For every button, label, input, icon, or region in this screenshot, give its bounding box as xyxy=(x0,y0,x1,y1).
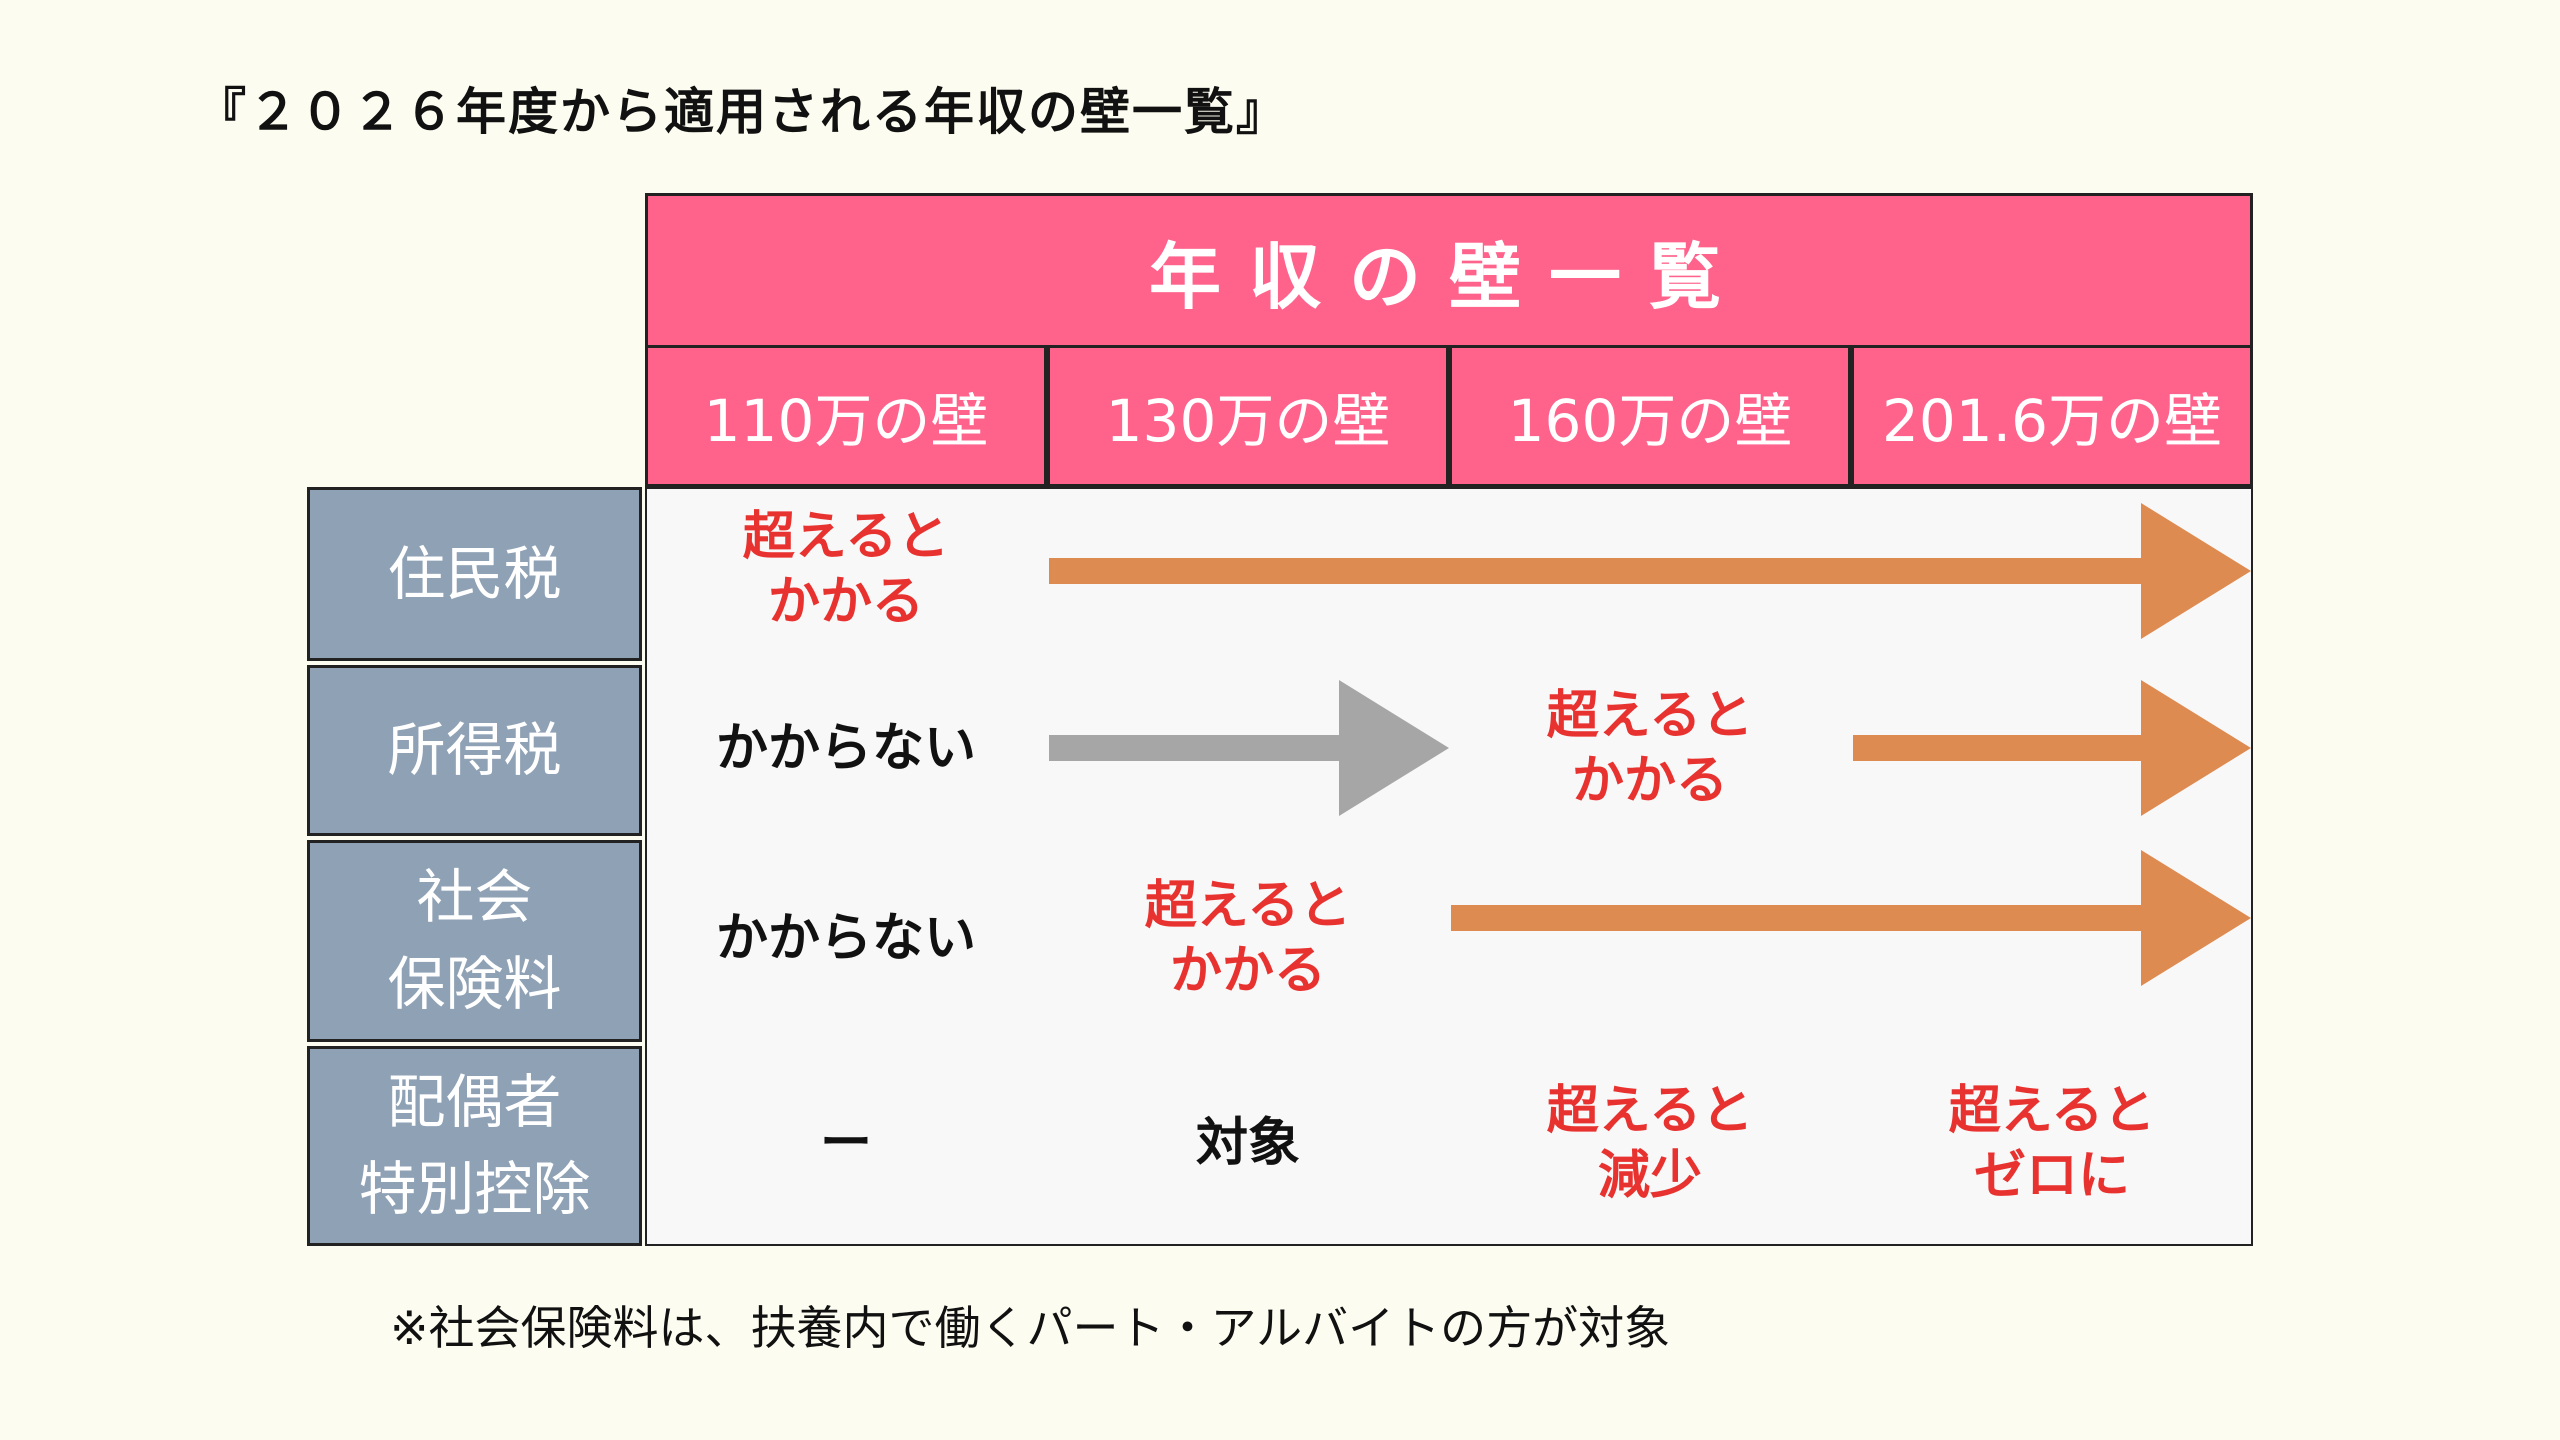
table-header: 年収の壁一覧 xyxy=(645,193,2253,348)
arrow xyxy=(1451,850,2251,986)
footnote: ※社会保険料は、扶養内で働くパート・アルバイトの方が対象 xyxy=(390,1301,1671,1355)
arrow xyxy=(1049,503,2251,639)
cell-text: 超えると かかる xyxy=(1144,876,1352,1001)
table-body xyxy=(645,487,2253,1246)
page-title: 『２０２６年度から適用される年収の壁一覧』 xyxy=(196,83,1288,141)
column-header: 130万の壁 xyxy=(1047,345,1449,487)
cell-text: ー xyxy=(819,1113,872,1174)
cell-text: 超えると ゼロに xyxy=(1948,1081,2156,1206)
cell-text: かからない xyxy=(715,718,976,778)
cell-text: 超えると かかる xyxy=(742,507,950,632)
arrow xyxy=(1853,680,2251,816)
cell-text: 超えると 減少 xyxy=(1546,1081,1754,1206)
row-label: 社会 保険料 xyxy=(307,840,642,1042)
arrow xyxy=(1049,680,1449,816)
column-header: 201.6万の壁 xyxy=(1851,345,2253,487)
cell-text: かからない xyxy=(715,908,976,969)
column-header: 110万の壁 xyxy=(645,345,1047,487)
row-label: 配偶者 特別控除 xyxy=(307,1046,642,1246)
row-label: 住民税 xyxy=(307,487,642,661)
column-header: 160万の壁 xyxy=(1449,345,1851,487)
cell-text: 対象 xyxy=(1195,1113,1300,1174)
cell-text: 超えると かかる xyxy=(1546,685,1754,811)
row-label: 所得税 xyxy=(307,665,642,836)
